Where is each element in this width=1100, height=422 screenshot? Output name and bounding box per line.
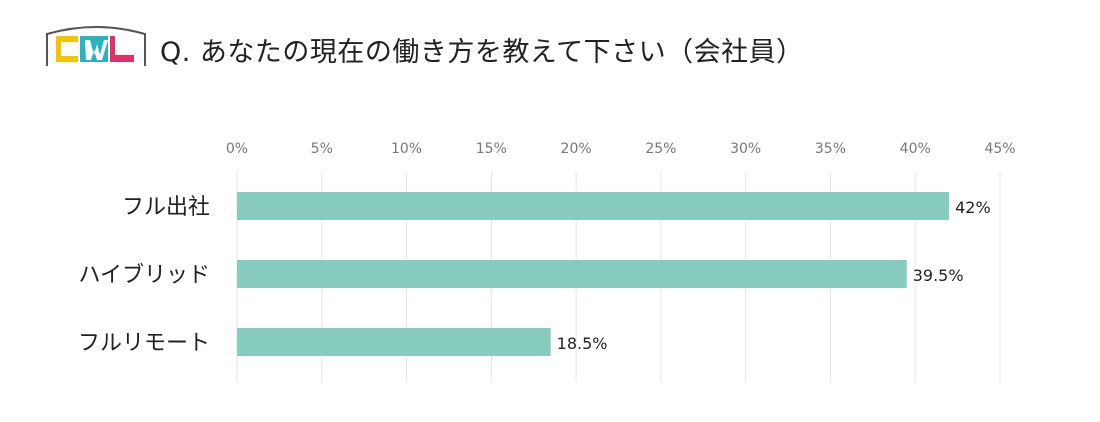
category-label: フルリモート [78, 331, 210, 356]
bar [237, 260, 907, 288]
x-tick-label: 20% [561, 141, 592, 157]
x-tick-label: 10% [391, 141, 422, 157]
value-label: 18.5% [557, 334, 608, 353]
bar [237, 328, 551, 356]
logo-frame [46, 26, 146, 66]
cwl-logo [46, 26, 146, 66]
bar [237, 192, 950, 220]
x-tick-label: 45% [984, 141, 1015, 157]
category-label: フル出社 [122, 195, 210, 220]
x-tick-label: 15% [476, 141, 507, 157]
x-tick-label: 40% [900, 141, 931, 157]
page-title: Q. あなたの現在の働き方を教えて下さい（会社員） [160, 37, 804, 68]
category-label: ハイブリッド [78, 263, 210, 288]
value-label: 39.5% [913, 266, 964, 285]
x-tick-label: 5% [311, 141, 333, 157]
x-tick-label: 25% [645, 141, 676, 157]
x-tick-label: 30% [730, 141, 761, 157]
x-tick-label: 0% [226, 141, 248, 157]
x-tick-label: 35% [815, 141, 846, 157]
value-label: 42% [955, 198, 991, 217]
